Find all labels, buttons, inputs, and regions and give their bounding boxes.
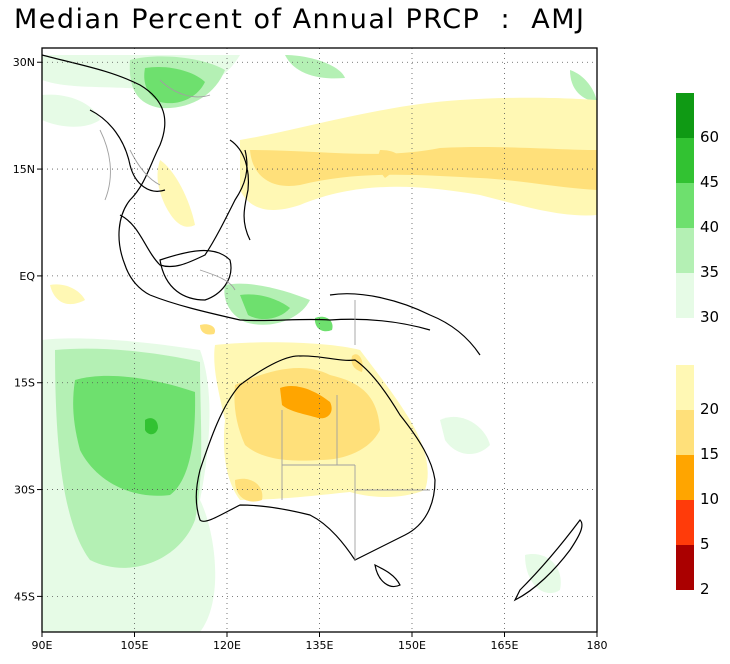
legend-swatch	[676, 183, 694, 228]
wet-shading	[42, 55, 597, 632]
legend-label: 35	[700, 263, 719, 281]
legend-label: 15	[700, 445, 719, 463]
y-tick-label: 15S	[14, 377, 35, 390]
x-tick-label: 135E	[306, 639, 334, 652]
x-tick-label: 120E	[213, 639, 241, 652]
legend-swatch	[676, 273, 694, 318]
x-tick-label: 105E	[121, 639, 149, 652]
y-tick-label: 30N	[13, 56, 35, 69]
legend-label: 30	[700, 308, 719, 326]
y-tick-label: 30S	[14, 484, 35, 497]
legend-swatch	[676, 93, 694, 138]
legend-swatch	[676, 455, 694, 500]
colorbar-legend: 60 45 40 35 30 20 15 10 5 2	[676, 93, 719, 598]
y-axis: 30N 15N EQ 15S 30S 45S	[13, 56, 42, 603]
x-tick-label: 180	[587, 639, 608, 652]
legend-swatch	[676, 228, 694, 273]
legend-swatch	[676, 545, 694, 590]
legend-swatch	[676, 500, 694, 545]
legend-label: 40	[700, 218, 719, 236]
legend-swatch	[676, 138, 694, 183]
dry-shading	[50, 97, 597, 502]
y-tick-label: EQ	[19, 270, 35, 283]
legend-label: 20	[700, 400, 719, 418]
x-tick-label: 165E	[491, 639, 519, 652]
borders	[99, 79, 430, 560]
legend-label: 60	[700, 128, 719, 146]
legend-label: 2	[700, 580, 710, 598]
map-title: Median Percent of Annual PRCP : AMJ	[14, 4, 586, 35]
legend-label: 5	[700, 535, 710, 553]
legend-swatch	[676, 365, 694, 410]
y-tick-label: 15N	[13, 163, 35, 176]
x-tick-label: 90E	[32, 639, 53, 652]
x-axis: 90E 105E 120E 135E 150E 165E 180	[32, 632, 608, 652]
y-tick-label: 45S	[14, 590, 35, 603]
legend-swatch	[676, 410, 694, 455]
legend-label: 45	[700, 173, 719, 191]
map-field	[42, 54, 597, 632]
coastlines	[42, 54, 583, 602]
legend-label: 10	[700, 490, 719, 508]
x-tick-label: 150E	[398, 639, 426, 652]
